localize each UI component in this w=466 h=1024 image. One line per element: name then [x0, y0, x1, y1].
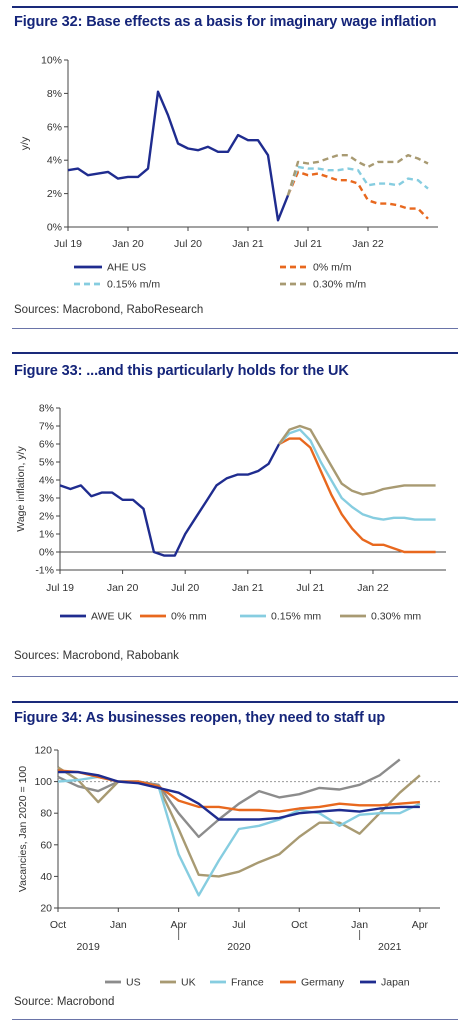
- x-tick-label: Jan 20: [112, 238, 144, 250]
- y-tick-label: 2%: [39, 511, 54, 523]
- y-tick-label: 6%: [47, 121, 62, 133]
- series-line-0-15-mm: [278, 428, 436, 521]
- y-tick-label: 20: [40, 903, 52, 915]
- legend-label: Japan: [381, 977, 410, 989]
- x-tick-label: Apr: [170, 919, 187, 931]
- y-tick-label: 3%: [39, 493, 54, 505]
- legend-label: 0.30% m/m: [313, 279, 366, 291]
- figure-32-bottom-rule: [12, 328, 458, 329]
- legend-label: US: [126, 977, 141, 989]
- series-line-germany: [57, 769, 420, 813]
- figure-32-source: Sources: Macrobond, RaboResearch: [14, 304, 204, 316]
- y-tick-label: 120: [34, 745, 52, 757]
- series-line-ahe-us: [67, 90, 290, 222]
- x-tick-label: Oct: [50, 919, 66, 931]
- x-tick-label: Jul 21: [294, 238, 322, 250]
- y-tick-label: 10%: [41, 55, 62, 67]
- figure-34-bottom-rule: [12, 1019, 458, 1020]
- legend-label: UK: [181, 977, 196, 989]
- figure-33-title: Figure 33: ...and this particularly hold…: [14, 363, 349, 379]
- series-line-japan: [58, 770, 420, 821]
- series-line-france: [57, 775, 421, 897]
- figure-32-top-rule: [12, 6, 458, 8]
- y-tick-label: 0%: [47, 222, 62, 234]
- legend-label: France: [231, 977, 264, 989]
- x-tick-label: Jan 20: [107, 582, 139, 594]
- y-tick-label: 6%: [39, 439, 54, 451]
- figure-34-top-rule: [12, 701, 458, 703]
- y-tick-label: 60: [40, 839, 52, 851]
- y-tick-label: 4%: [39, 475, 54, 487]
- figure-34-chart: 20 40 60 80 100 120 Oct Jan Apr Jul Oct Jan Apr 2019 2…: [17, 745, 440, 989]
- x-tick-label: Jan 22: [357, 582, 389, 594]
- series-line-us: [57, 758, 401, 839]
- series-line-0-30-mm: [278, 424, 436, 496]
- x-tick-label: Jan: [110, 919, 127, 931]
- figure-33-source: Sources: Macrobond, Rabobank: [14, 650, 179, 662]
- x-tick-label: Jul 21: [296, 582, 324, 594]
- figure-33-bottom-rule: [12, 676, 458, 677]
- x-tick-label: Jan 21: [232, 238, 264, 250]
- figure-33-top-rule: [12, 352, 458, 354]
- x-tick-label: Jul: [232, 919, 245, 931]
- series-line-0-m-m: [286, 170, 429, 220]
- y-tick-label: 5%: [39, 457, 54, 469]
- legend-label: 0.15% m/m: [107, 279, 160, 291]
- figure-34-source: Source: Macrobond: [14, 996, 115, 1008]
- y-tick-label: 2%: [47, 188, 62, 200]
- year-label: 2020: [227, 941, 251, 953]
- y-tick-label: 4%: [47, 155, 62, 167]
- legend-label: AWE UK: [91, 611, 132, 623]
- year-label: 2021: [378, 941, 402, 953]
- y-tick-label: -1%: [35, 565, 54, 577]
- series-line-awe-uk: [59, 443, 281, 557]
- y-tick-label: 8%: [39, 403, 54, 415]
- y-tick-label: 40: [40, 871, 52, 883]
- x-tick-label: Oct: [291, 919, 307, 931]
- y-axis-label: y/y: [19, 136, 31, 150]
- legend-label: 0% m/m: [313, 262, 352, 274]
- y-axis-label: Vacancies, Jan 2020 = 100: [17, 766, 29, 892]
- series-line-0-mm: [278, 437, 436, 554]
- x-tick-label: Jul 20: [171, 582, 199, 594]
- series-line-0-15-m-m: [286, 165, 429, 196]
- figure-33-chart: -1% 0% 1% 2% 3% 4% 5% 6% 7% 8% Jul 19 Jan 20 Jul 20 J…: [15, 403, 446, 623]
- legend-label: Germany: [301, 977, 345, 989]
- y-tick-label: 7%: [39, 421, 54, 433]
- x-tick-label: Jul 19: [54, 238, 82, 250]
- y-axis-label: Wage inflation, y/y: [15, 446, 27, 532]
- legend-label: AHE US: [107, 262, 146, 274]
- x-tick-label: Jan 22: [352, 238, 384, 250]
- year-label: 2019: [76, 941, 100, 953]
- figure-32-title: Figure 32: Base effects as a basis for i…: [14, 14, 437, 30]
- x-tick-label: Jan: [351, 919, 368, 931]
- figure-34-title: Figure 34: As businesses reopen, they ne…: [14, 710, 386, 726]
- legend-label: 0% mm: [171, 611, 207, 623]
- legend-label: 0.30% mm: [371, 611, 421, 623]
- x-tick-label: Jul 19: [46, 582, 74, 594]
- y-tick-label: 0%: [39, 547, 54, 559]
- y-tick-label: 80: [40, 808, 52, 820]
- y-tick-label: 100: [34, 776, 52, 788]
- figure-32-chart: 0% 2% 4% 6% 8% 10% Jul 19 Jan 20 Jul 20 Jan 21 Jul…: [19, 55, 438, 291]
- y-tick-label: 8%: [47, 88, 62, 100]
- legend-label: 0.15% mm: [271, 611, 321, 623]
- series-line-0-30-m-m: [286, 153, 429, 196]
- y-tick-label: 1%: [39, 529, 54, 541]
- x-tick-label: Apr: [412, 919, 429, 931]
- x-tick-label: Jul 20: [174, 238, 202, 250]
- x-tick-label: Jan 21: [232, 582, 264, 594]
